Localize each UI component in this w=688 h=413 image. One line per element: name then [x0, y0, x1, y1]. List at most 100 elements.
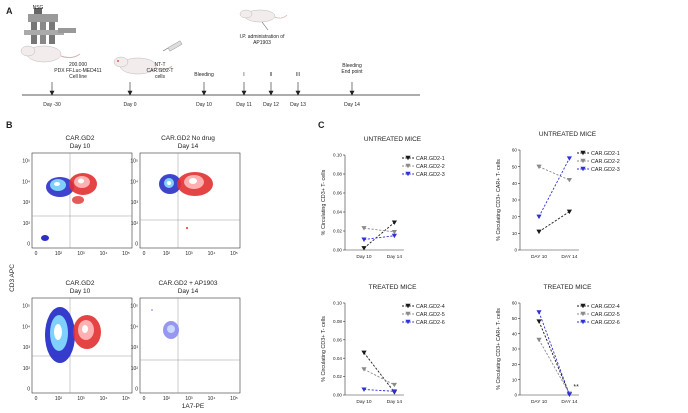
y-tick-label: 0.02 [333, 374, 342, 379]
x-tick-label: DAY 10 [531, 399, 547, 405]
legend-label: CAR.GD2-2 [416, 164, 445, 170]
flow-y-tick-label: 10³ [131, 345, 139, 351]
chart-title: TREATED MICE [369, 284, 418, 291]
y-tick-label: 0.02 [333, 229, 342, 234]
legend-label: CAR.GD2-5 [591, 312, 620, 318]
flow-x-tick-label: 10⁴ [100, 396, 108, 402]
legend-marker [580, 311, 586, 317]
flow-y-tick-label: 10⁴ [130, 324, 138, 330]
flow-y-tick-label: 10² [23, 221, 31, 227]
infusion-label-1: NT-T [154, 62, 165, 68]
flow-y-tick-label: 10³ [23, 345, 31, 351]
x-tick-label: Day 14 [387, 399, 403, 405]
y-tick-label: 0.08 [333, 319, 342, 324]
flow-plot-subtitle: Day 14 [178, 288, 199, 295]
flow-y-tick-label: 10³ [131, 200, 139, 206]
flow-plot-title: CAR.GD2 [66, 280, 95, 287]
y-tick-label: 10 [512, 231, 518, 236]
day-label: Day 11 [236, 102, 252, 108]
data-point [361, 226, 367, 231]
bleeding-label: Bleeding [194, 72, 214, 78]
panel-c: C UNTREATED MICE 0.00 0.02 0.04 0.06 0.08 0.10… [318, 120, 620, 405]
y-tick-label: 0.10 [333, 301, 342, 306]
y-axis-label: % Circulating CD3+ CAR+ T- cells [496, 308, 502, 390]
legend-marker [580, 150, 586, 156]
chart-title: TREATED MICE [544, 284, 593, 291]
cd3-car-positive-population [177, 172, 213, 196]
y-tick-label: 0.08 [333, 172, 342, 177]
infusion-label-3: cells [155, 74, 166, 80]
flow-x-tick-label: 10⁴ [100, 251, 108, 257]
line-chart: UNTREATED MICE 0 10 20 30 40 50 60 DAY 10 DAY 14%… [496, 131, 620, 260]
panel-b: B CD3 APC 1A7-PE CAR.GD2 Day 10 [6, 120, 241, 410]
mouse-icon [239, 9, 288, 31]
data-point [361, 246, 367, 251]
flow-x-tick-label: 10² [55, 396, 63, 402]
flow-x-tick-label: 0 [35, 396, 38, 402]
flow-plot: CAR.GD2 No drug Day 14 [139, 135, 241, 249]
mouse-icon [113, 56, 173, 75]
data-point [536, 337, 542, 343]
data-point [361, 387, 367, 392]
mouse-strain-label: NSG [33, 5, 44, 11]
y-tick-label: 30 [512, 347, 518, 352]
data-point [391, 382, 397, 388]
y-tick-label: 10 [512, 377, 518, 382]
cd3-car-positive-population [69, 173, 97, 204]
series-line [538, 312, 570, 395]
legend-marker [405, 163, 411, 169]
flow-y-tick-label: 10² [131, 366, 139, 372]
flow-y-axis-label: CD3 APC [9, 264, 16, 292]
x-tick-label: Day 10 [356, 399, 372, 405]
flow-y-tick-label: 10⁴ [22, 324, 30, 330]
flow-y-tick-label: 10⁵ [130, 159, 138, 165]
flow-plot-subtitle: Day 10 [70, 143, 91, 150]
panel-a: A NSG 200.000 PDX FF.Luc-MED411 Cell lin… [6, 5, 420, 108]
legend-marker [580, 303, 586, 309]
flow-x-tick-label: 0 [35, 251, 38, 257]
data-point [361, 367, 367, 372]
flow-plot: CAR.GD2 Day 10 [31, 280, 133, 394]
cd3-car-positive-population [73, 315, 101, 349]
legend-label: CAR.GD2-4 [591, 304, 620, 310]
y-tick-label: 0.04 [333, 210, 342, 215]
data-point [536, 164, 542, 170]
flow-x-tick-label: 10⁵ [230, 396, 238, 402]
legend-label: CAR.GD2-1 [591, 151, 620, 157]
data-point [566, 209, 572, 215]
y-tick-label: 0 [514, 393, 517, 398]
flow-x-tick-label: 0 [143, 251, 146, 257]
y-tick-label: 20 [512, 362, 518, 367]
line-chart: UNTREATED MICE 0.00 0.02 0.04 0.06 0.08 0.10 Da… [321, 136, 445, 260]
line-charts: UNTREATED MICE 0.00 0.02 0.04 0.06 0.08 0.10 Da… [321, 131, 620, 405]
flow-y-tick-label: 10² [23, 366, 31, 372]
cells-label-1: 200.000 [69, 62, 87, 68]
flow-plot-frame [31, 152, 133, 249]
data-point [391, 233, 397, 239]
syringe-icon [162, 40, 183, 52]
data-point [361, 237, 367, 242]
flow-x-tick-label: 10³ [77, 396, 85, 402]
flow-event-cluster [186, 227, 188, 229]
y-tick-label: 50 [512, 316, 518, 321]
dose-label-3: III [296, 72, 300, 78]
legend-label: CAR.GD2-2 [591, 159, 620, 165]
infusion-label-2: CAR.GD2-T [147, 68, 174, 74]
flow-plot-subtitle: Day 14 [178, 143, 199, 150]
cd3-car-negative-population [163, 321, 179, 339]
panel-label-c: C [318, 120, 325, 130]
day-label: Day 14 [344, 102, 360, 108]
flow-event-cluster [151, 309, 153, 311]
flow-x-tick-label: 0 [143, 396, 146, 402]
legend-marker [580, 166, 586, 172]
data-point [536, 229, 542, 235]
mouse-icon [20, 45, 81, 63]
cd3-car-negative-population [45, 307, 75, 363]
dose-label-1: I [243, 72, 244, 78]
y-tick-label: 0.10 [333, 153, 342, 158]
flow-x-axis-label: 1A7-PE [182, 403, 205, 410]
y-axis-label: % Circulating CD3+ T- cells [321, 316, 327, 382]
end-label-1: Bleeding [342, 63, 362, 69]
flow-y-tick-label: 0 [27, 242, 30, 248]
